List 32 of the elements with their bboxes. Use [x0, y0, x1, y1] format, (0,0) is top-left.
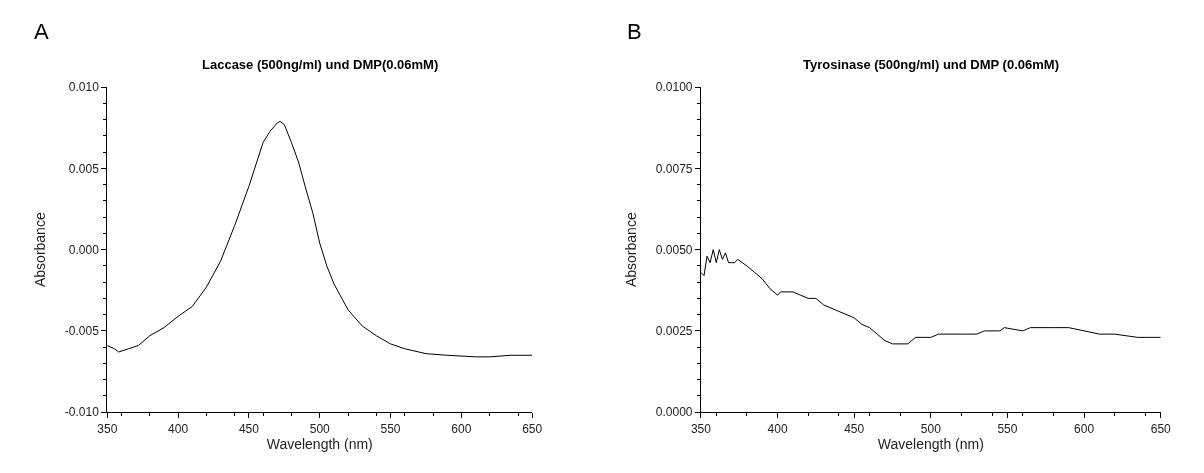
x-tick-label: 600 — [451, 421, 472, 436]
y-tick-label: -0.010 — [64, 405, 100, 420]
x-tick-label: 600 — [1074, 421, 1095, 436]
y-tick-label: 0.0050 — [655, 242, 693, 257]
y-axis-title: Absorbance — [32, 212, 49, 288]
x-tick-label: 500 — [920, 421, 942, 436]
x-tick-label: 350 — [690, 421, 712, 436]
y-tick-label: 0.000 — [68, 242, 100, 257]
x-tick-label: 550 — [997, 421, 1018, 436]
y-tick-label: 0.0075 — [655, 161, 693, 176]
text: B — [627, 19, 642, 44]
y-tick-label: 0.005 — [68, 161, 100, 176]
x-tick-label: 400 — [767, 421, 788, 436]
x-tick-label: 450 — [238, 421, 260, 436]
x-tick-label: 450 — [844, 421, 865, 436]
x-axis-title: Wavelength (nm) — [266, 435, 373, 452]
x-tick-label: 550 — [380, 421, 401, 436]
chart-title: Laccase (500ng/ml) und DMP(0.06mM) — [202, 57, 439, 72]
x-tick-label: 650 — [1150, 421, 1172, 436]
y-tick-label: -0.005 — [64, 324, 100, 339]
y-tick-label: 0.010 — [68, 80, 100, 95]
x-axis-title: Wavelength (nm) — [877, 435, 984, 452]
x-tick-label: 350 — [97, 421, 118, 436]
y-axis-title: Absorbance — [623, 212, 640, 288]
chart-title: Tyrosinase (500ng/ml) und DMP (0.06mM) — [803, 57, 1059, 72]
x-tick-label: 650 — [522, 421, 543, 436]
text: A — [34, 19, 49, 44]
y-tick-label: 0.0025 — [655, 324, 693, 339]
x-tick-label: 500 — [309, 421, 331, 436]
x-tick-label: 400 — [168, 421, 189, 436]
y-tick-label: 0.0100 — [655, 80, 693, 95]
y-tick-label: 0.0000 — [655, 405, 693, 420]
